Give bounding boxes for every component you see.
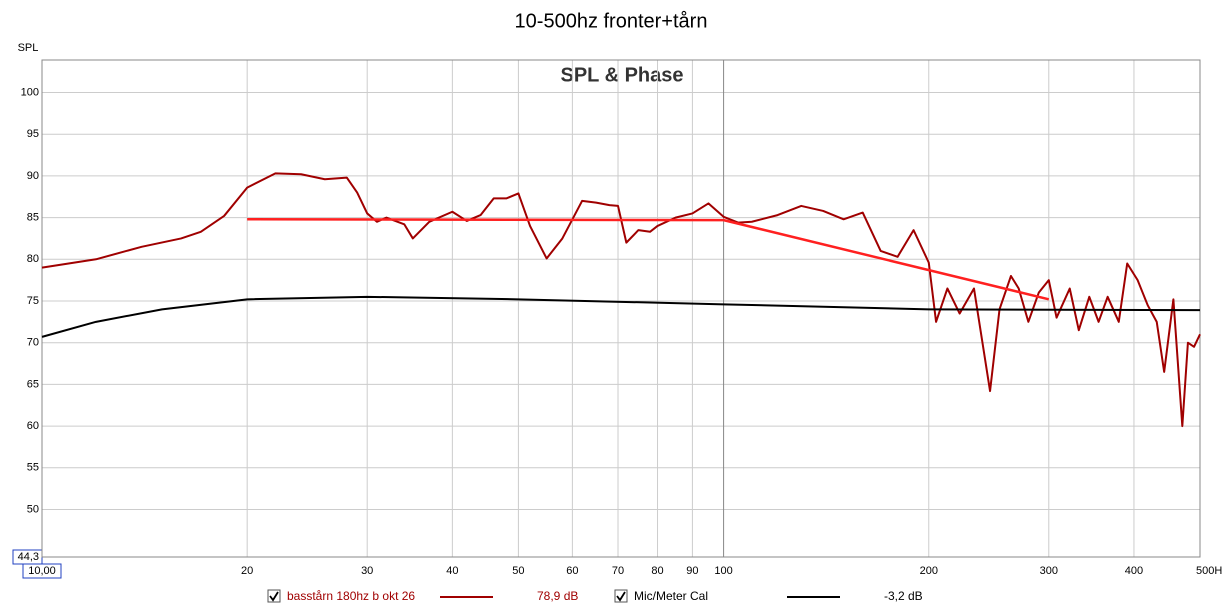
x-tick-label: 10,00 [28,565,56,577]
legend-value: 78,9 dB [537,589,578,603]
y-axis-label: SPL [18,42,39,54]
x-tick-label: 50 [512,565,524,577]
x-tick-label: 300 [1040,565,1058,577]
y-tick-label: 75 [27,295,39,307]
y-tick-label: 65 [27,378,39,390]
y-tick-label: 100 [21,86,39,98]
legend-check [269,591,279,602]
y-tick-label: 70 [27,337,39,349]
legend-label: basstårn 180hz b okt 26 [287,589,415,603]
y-tick-label: 80 [27,253,39,265]
x-tick-label: 200 [920,565,938,577]
x-tick-label: 30 [361,565,373,577]
x-tick-label: 500Hz [1196,565,1222,577]
x-tick-label: 90 [686,565,698,577]
x-tick-label: 400 [1125,565,1143,577]
plot-subtitle: SPL & Phase [560,64,683,86]
x-tick-label: 60 [566,565,578,577]
y-tick-label: 90 [27,170,39,182]
series-line [247,218,1050,301]
y-tick-label: 85 [27,212,39,224]
series-line [41,295,1201,338]
legend-value: -3,2 dB [884,589,923,603]
x-tick-label: 100 [714,565,732,577]
x-tick-label: 40 [446,565,458,577]
legend-label: Mic/Meter Cal [634,589,708,603]
x-tick-label: 80 [651,565,663,577]
x-tick-label: 70 [612,565,624,577]
legend-checkbox [614,589,628,603]
y-tick-label: 95 [27,128,39,140]
y-tick-label: 44,3 [18,551,39,563]
y-tick-label: 50 [27,503,39,515]
legend-checkbox [267,589,281,603]
x-tick-label: 20 [241,565,253,577]
y-tick-label: 60 [27,420,39,432]
plot-area [41,59,1201,558]
y-tick-label: 55 [27,462,39,474]
axis-value-box [22,563,62,579]
legend-check [616,591,626,602]
plot-border [41,59,1201,558]
chart-title: 10-500hz fronter+tårn [515,10,708,32]
